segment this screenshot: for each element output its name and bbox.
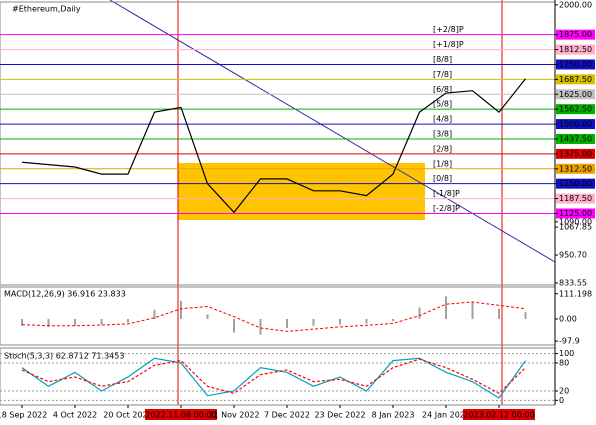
tick-box: [556, 178, 595, 189]
x-tick-label: 18 Sep 2022: [0, 411, 47, 420]
y-tick-label: 80: [559, 358, 569, 367]
bar: [127, 318, 129, 323]
y-tick-label: 1125.00: [559, 209, 592, 218]
y-tick-label: 1750.00: [559, 60, 592, 69]
y-tick-label: 1562.50: [559, 105, 592, 114]
bar: [471, 301, 474, 319]
tick-box: [556, 89, 595, 100]
series-line: [21, 357, 526, 399]
trend-line: [109, 0, 556, 263]
level-label: [5/8]: [433, 100, 452, 109]
tick-box: [556, 44, 595, 55]
tick-box: [556, 193, 595, 204]
x-tick-label: 2023.02.12 00:00: [463, 411, 534, 420]
y-tick-label: 1250.00: [559, 179, 592, 188]
stoch-title: Stoch(5,3,3) 62.8712 71.3453: [4, 352, 124, 361]
y-tick-label: 100: [559, 349, 574, 358]
y-tick-label: 111.198: [559, 289, 592, 298]
bar: [180, 300, 182, 319]
y-tick-label: -97.9: [559, 337, 580, 346]
level-label: [4/8]: [433, 115, 452, 124]
y-tick-label: 1375.00: [559, 149, 592, 158]
bar: [524, 312, 527, 319]
bar: [100, 318, 103, 325]
bar: [339, 318, 341, 325]
tick-box: [556, 29, 595, 40]
date-box: [145, 409, 217, 420]
tick-box: [556, 59, 595, 70]
bar: [233, 318, 235, 333]
chart-title: #Ethereum,Daily: [12, 5, 81, 14]
tick-box: [556, 119, 595, 130]
level-label: [1/8]: [433, 159, 452, 168]
level-label: [0/8]: [433, 174, 452, 183]
y-tick-label: 1625.00: [559, 90, 592, 99]
y-tick-label: 833.55: [559, 278, 587, 287]
bar: [206, 314, 209, 319]
level-label: [6/8]: [433, 85, 452, 94]
tick-box: [556, 133, 595, 144]
level-label: [+1/8]P: [433, 40, 464, 49]
bar: [21, 318, 23, 326]
bar: [153, 309, 156, 319]
level-label: [8/8]: [433, 55, 452, 64]
y-tick-label: 20: [559, 386, 569, 395]
range-box: [178, 163, 425, 220]
y-tick-label: 1312.50: [559, 164, 592, 173]
macd-title: MACD(12,26,9) 36.916 23.833: [4, 290, 126, 299]
level-label: [+2/8]P: [433, 25, 464, 34]
bar: [286, 318, 288, 329]
y-tick-label: 0: [559, 396, 564, 405]
series-line: [21, 78, 526, 214]
y-tick-label: 1187.50: [559, 194, 592, 203]
y-tick-label: 1067.85: [559, 223, 592, 232]
date-box: [463, 409, 535, 420]
bar: [418, 307, 421, 319]
x-tick-label: 21 Nov 2022: [208, 411, 259, 420]
bar: [445, 296, 447, 319]
x-tick-label: 2022.11.08 00:00: [145, 411, 216, 420]
bar: [47, 318, 50, 327]
x-tick-label: 4 Oct 2022: [53, 411, 97, 420]
y-tick-label: 1500.00: [559, 120, 592, 129]
x-tick-label: 20 Oct 2022: [103, 411, 152, 420]
bar: [498, 308, 500, 319]
level-label: [-1/8]P: [433, 189, 460, 198]
x-tick-label: 24 Jan 2023: [422, 411, 470, 420]
bar: [259, 318, 262, 335]
y-tick-label: 0.00: [559, 314, 577, 323]
tick-box: [556, 74, 595, 85]
bar: [312, 318, 315, 326]
tick-box: [556, 104, 595, 115]
level-label: [2/8]: [433, 144, 452, 153]
y-tick-label: 1812.50: [559, 45, 592, 54]
x-tick-label: 23 Dec 2022: [314, 411, 365, 420]
y-tick-label: 1437.50: [559, 134, 592, 143]
y-tick-label: 2000.00: [559, 0, 592, 9]
y-tick-label: 950.70: [559, 251, 587, 260]
y-tick-label: 1875.00: [559, 30, 592, 39]
y-tick-label: 1687.50: [559, 75, 592, 84]
bar: [392, 318, 394, 322]
x-tick-label: 7 Dec 2022: [264, 411, 310, 420]
tick-box: [556, 208, 595, 219]
x-tick-label: 8 Jan 2023: [372, 411, 415, 420]
level-label: [-2/8]P: [433, 204, 460, 213]
y-tick-label: 1090.00: [559, 217, 592, 226]
tick-box: [556, 148, 595, 159]
bar: [365, 318, 368, 324]
level-label: [7/8]: [433, 70, 452, 79]
level-label: [3/8]: [433, 129, 452, 138]
bar: [74, 318, 76, 326]
tick-box: [556, 163, 595, 174]
